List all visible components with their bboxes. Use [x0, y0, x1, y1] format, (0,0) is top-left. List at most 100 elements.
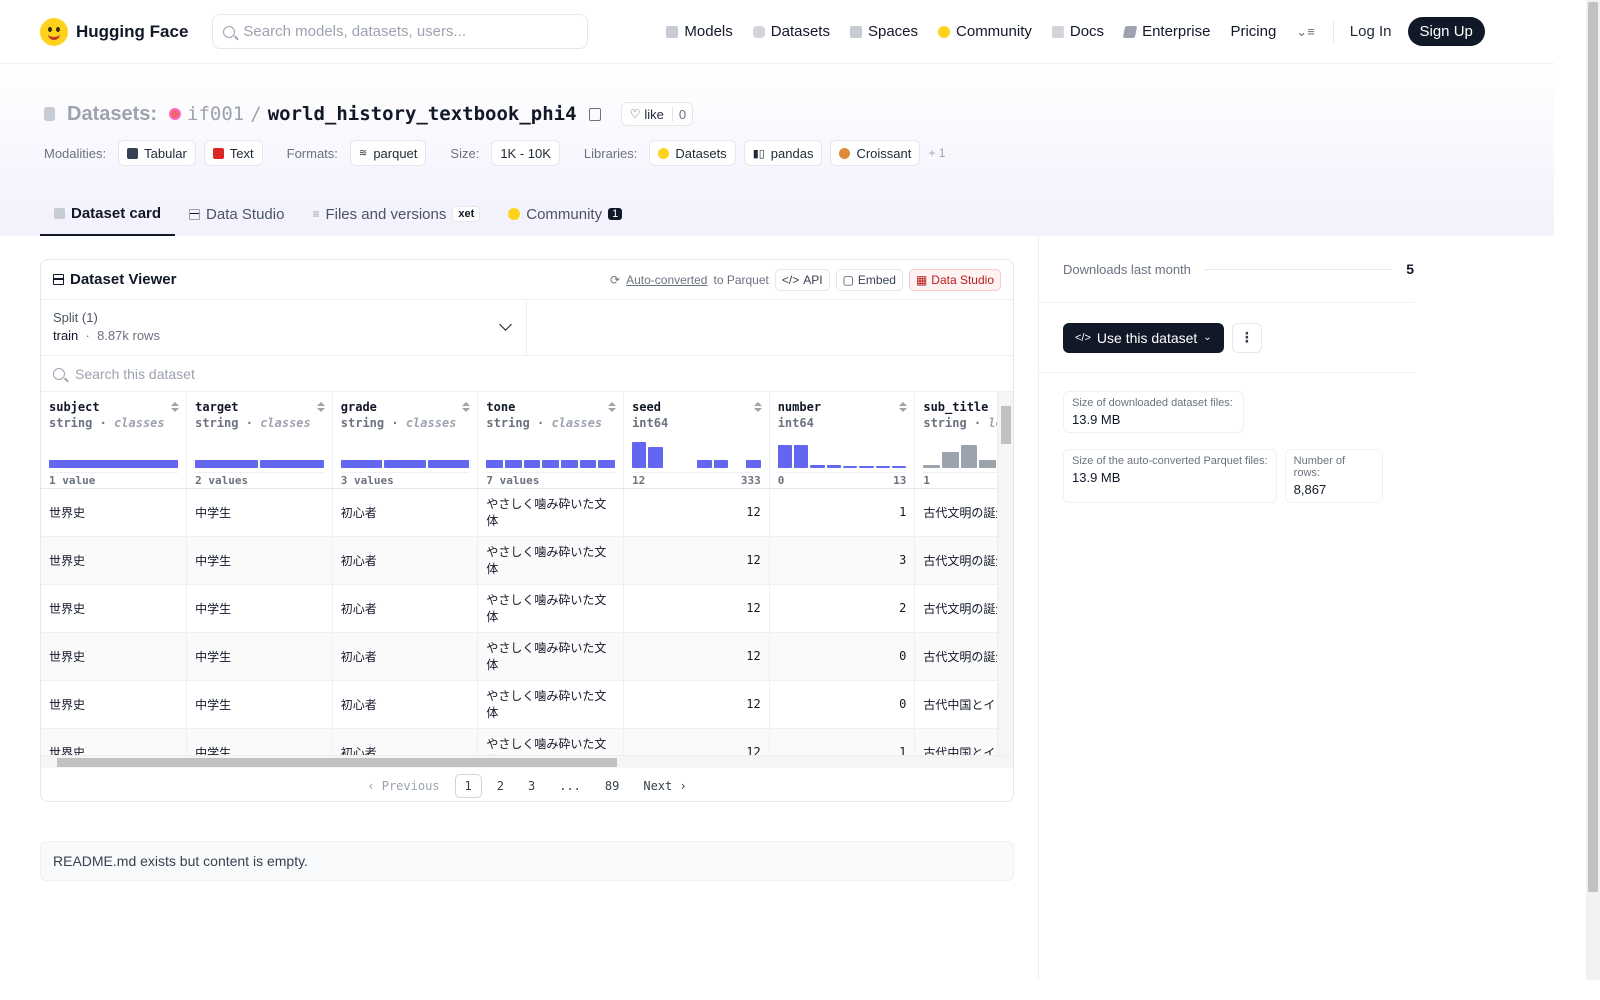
histogram-bar[interactable] [810, 465, 825, 468]
column-histogram[interactable] [632, 438, 761, 468]
table-cell-target[interactable]: 中学生 [186, 632, 333, 681]
table-cell-sub_title[interactable]: 古代文明の誕生 [914, 488, 999, 537]
table-row[interactable]: 世界史中学生初心者やさしく噛み砕いた文体120古代中国とインド [41, 680, 999, 729]
table-cell-number[interactable]: 2 [769, 584, 916, 633]
histogram-bar[interactable] [794, 445, 809, 468]
table-cell-seed[interactable]: 12 [623, 680, 770, 729]
histogram-bar[interactable] [486, 460, 504, 468]
nav-pricing[interactable]: Pricing [1220, 17, 1286, 47]
tag-croissant[interactable]: Croissant [830, 140, 921, 166]
sort-icon[interactable] [608, 402, 616, 414]
column-histogram[interactable] [340, 438, 470, 468]
page-89[interactable]: 89 [604, 779, 620, 793]
table-cell-grade[interactable]: 初心者 [332, 488, 479, 537]
org-link[interactable]: if001 [187, 103, 245, 125]
pagination-previous[interactable]: ‹ Previous [367, 779, 440, 793]
column-header-tone[interactable]: tone string · classes 7 values [477, 392, 625, 489]
histogram-bar[interactable] [697, 460, 712, 468]
table-cell-subject[interactable]: 世界史 [41, 680, 188, 729]
tag-parquet[interactable]: ≋ parquet [349, 140, 427, 166]
tag-size[interactable]: 1K - 10K [491, 140, 560, 166]
histogram-bar[interactable] [195, 460, 259, 468]
horizontal-scroll-thumb[interactable] [57, 758, 617, 767]
nav-spaces[interactable]: Spaces [840, 17, 928, 47]
histogram-bar[interactable] [561, 460, 578, 468]
horizontal-scrollbar[interactable] [41, 755, 1013, 768]
table-cell-number[interactable]: 1 [769, 728, 916, 755]
tag-pandas[interactable]: ▮▯ pandas [743, 140, 823, 166]
column-histogram[interactable] [49, 438, 179, 468]
table-cell-sub_title[interactable]: 古代中国とインド [914, 728, 999, 755]
table-cell-seed[interactable]: 12 [623, 488, 770, 537]
histogram-bar[interactable] [665, 466, 679, 468]
histogram-bar[interactable] [384, 460, 426, 468]
histogram-bar[interactable] [260, 460, 324, 468]
more-options-button[interactable]: ⋮ [1231, 322, 1262, 353]
table-cell-grade[interactable]: 初心者 [332, 728, 479, 755]
table-cell-seed[interactable]: 12 [623, 584, 770, 633]
table-cell-grade[interactable]: 初心者 [332, 680, 479, 729]
histogram-bar[interactable] [875, 466, 890, 468]
table-cell-tone[interactable]: やさしく噛み砕いた文体 [477, 488, 625, 537]
sort-icon[interactable] [754, 402, 762, 414]
auto-converted-link[interactable]: Auto-converted [626, 272, 708, 287]
histogram-bar[interactable] [579, 460, 597, 468]
table-cell-target[interactable]: 中学生 [186, 488, 333, 537]
table-cell-sub_title[interactable]: 古代中国とインド [914, 680, 999, 729]
org-avatar[interactable] [169, 108, 182, 120]
histogram-bar[interactable] [542, 460, 560, 468]
histogram-bar[interactable] [632, 442, 647, 468]
histogram-bar[interactable] [777, 445, 793, 468]
nav-enterprise[interactable]: Enterprise [1114, 17, 1220, 47]
table-row[interactable]: 世界史 中学生 初心者 やさしく噛み砕いた文体 12 2 古代文明の誕生 [41, 584, 999, 633]
histogram-bar[interactable] [648, 447, 663, 468]
column-header-number[interactable]: number int64 0 13 [769, 392, 916, 489]
histogram-bar[interactable] [826, 465, 842, 468]
table-cell-tone[interactable]: やさしく噛み砕いた文体 [477, 632, 625, 681]
tab-data-studio[interactable]: Data Studio [175, 192, 298, 236]
use-this-dataset-button[interactable]: </> Use this dataset ⌄ [1063, 322, 1224, 353]
histogram-bar[interactable] [923, 465, 941, 468]
table-cell-sub_title[interactable]: 古代文明の誕生 [914, 584, 999, 633]
tab-files-and-versions[interactable]: ≡ Files and versions xet [298, 192, 494, 236]
sort-icon[interactable] [462, 402, 470, 414]
split-selector[interactable]: Split (1) train · 8.87k rows [41, 300, 527, 355]
histogram-bar[interactable] [505, 460, 522, 468]
table-cell-subject[interactable]: 世界史 [41, 632, 188, 681]
page-scrollbar[interactable] [1586, 0, 1600, 980]
nav-datasets[interactable]: Datasets [743, 17, 840, 47]
table-cell-tone[interactable]: やさしく噛み砕いた文体 [477, 584, 625, 633]
table-cell-subject[interactable]: 世界史 [41, 488, 188, 537]
histogram-bar[interactable] [427, 460, 470, 468]
histogram-bar[interactable] [598, 460, 616, 468]
column-header-grade[interactable]: grade string · classes 3 values [332, 392, 479, 489]
sort-icon[interactable] [317, 402, 325, 414]
data-studio-button[interactable]: ▦ Data Studio [908, 268, 1001, 291]
login-button[interactable]: Log In [1349, 23, 1392, 40]
column-header-subject[interactable]: subject string · classes 1 value [41, 392, 188, 489]
vertical-scroll-thumb[interactable] [1001, 406, 1011, 444]
histogram-bar[interactable] [49, 460, 179, 468]
table-cell-grade[interactable]: 初心者 [332, 584, 479, 633]
nav-models[interactable]: Models [656, 17, 742, 47]
table-cell-target[interactable]: 中学生 [186, 536, 333, 585]
nav-community[interactable]: Community [928, 17, 1042, 47]
table-cell-seed[interactable]: 12 [623, 728, 770, 755]
tab-community[interactable]: Community 1 [494, 192, 636, 236]
signup-button[interactable]: Sign Up [1407, 17, 1485, 46]
nav-docs[interactable]: Docs [1042, 17, 1114, 47]
brand-logo[interactable]: Hugging Face [40, 17, 188, 46]
page-1[interactable]: 1 [454, 774, 482, 798]
tab-dataset-card[interactable]: Dataset card [40, 192, 176, 236]
more-tags[interactable]: + 1 [928, 146, 946, 160]
histogram-bar[interactable] [892, 466, 907, 468]
table-cell-target[interactable]: 中学生 [186, 680, 333, 729]
table-row[interactable]: 世界史 中学生 初心者 やさしく噛み砕いた文体 12 0 古代文明の誕生 [41, 632, 999, 681]
table-cell-seed[interactable]: 12 [623, 632, 770, 681]
histogram-bar[interactable] [713, 460, 729, 468]
table-cell-number[interactable]: 0 [769, 632, 916, 681]
column-histogram[interactable] [486, 438, 616, 468]
column-histogram[interactable] [777, 438, 907, 468]
pagination-next[interactable]: Next › [643, 779, 687, 793]
table-row[interactable]: 世界史 中学生 初心者 やさしく噛み砕いた文体 12 3 古代文明の誕生 [41, 536, 999, 585]
